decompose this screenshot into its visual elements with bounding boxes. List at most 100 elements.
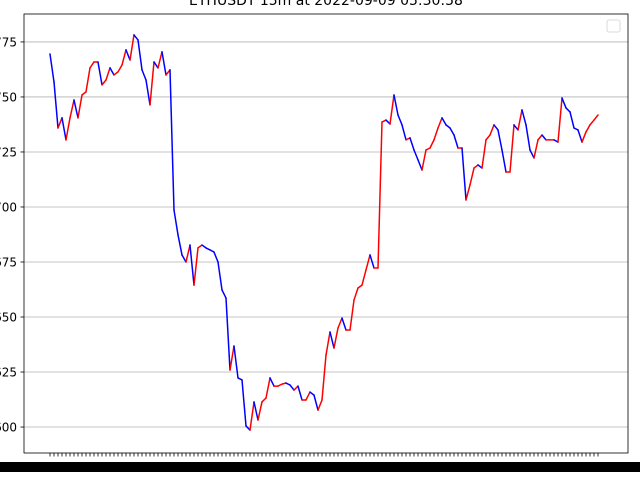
price-segment xyxy=(365,254,371,271)
price-segment xyxy=(441,117,447,126)
price-segment xyxy=(177,234,183,256)
price-segment xyxy=(193,247,199,286)
price-segment xyxy=(101,79,107,86)
price-segment xyxy=(233,345,239,379)
y-tick-label: 1700 xyxy=(0,200,17,214)
price-segment xyxy=(213,251,219,263)
price-segment xyxy=(357,284,363,289)
price-segment xyxy=(413,149,419,161)
y-tick-label: 1750 xyxy=(0,90,17,104)
price-segment xyxy=(153,61,159,69)
price-segment xyxy=(497,129,503,151)
price-segment xyxy=(261,397,267,403)
price-segment xyxy=(353,287,359,301)
price-segment xyxy=(289,384,295,391)
price-segment xyxy=(485,134,491,141)
price-segment xyxy=(389,94,395,125)
y-tick-label: 1675 xyxy=(0,255,17,269)
price-segment xyxy=(409,137,415,151)
price-segment xyxy=(185,244,191,263)
price-segment xyxy=(53,81,59,129)
price-segment xyxy=(65,117,71,141)
y-tick-label: 1775 xyxy=(0,35,17,49)
price-segment xyxy=(293,385,299,391)
price-segment xyxy=(589,119,595,126)
price-segment xyxy=(105,67,111,81)
price-segment xyxy=(541,134,547,141)
price-segment xyxy=(561,97,567,109)
price-segment xyxy=(229,345,235,371)
y-tick-label: 1650 xyxy=(0,311,17,325)
price-segment xyxy=(493,124,499,131)
price-segment xyxy=(197,244,203,249)
price-segment xyxy=(437,117,443,129)
price-segment xyxy=(141,69,147,81)
price-segment xyxy=(57,117,63,129)
price-segment xyxy=(85,67,91,93)
price-segment xyxy=(481,139,487,169)
price-segment xyxy=(593,114,599,121)
price-segment xyxy=(337,317,343,329)
price-segment xyxy=(509,124,515,173)
price-segment xyxy=(169,69,175,211)
price-segment xyxy=(401,124,407,141)
price-segment xyxy=(145,79,151,106)
price-segment xyxy=(133,34,139,41)
price-segment xyxy=(97,61,103,86)
price-segment xyxy=(533,139,539,159)
price-segment xyxy=(77,94,83,119)
price-segment xyxy=(517,109,523,131)
price-segment xyxy=(125,49,131,61)
price-segment xyxy=(577,129,583,143)
price-segment xyxy=(317,399,323,411)
price-segment xyxy=(429,139,435,149)
price-segment xyxy=(265,377,271,399)
price-segment xyxy=(489,124,495,136)
price-segment xyxy=(69,99,75,119)
price-segment xyxy=(313,394,319,411)
price-segment xyxy=(149,61,155,106)
price-segment xyxy=(245,425,251,431)
price-segment xyxy=(453,134,459,149)
price-segment xyxy=(269,377,275,387)
price-segment xyxy=(249,401,255,431)
price-segment xyxy=(325,331,331,356)
price-segment xyxy=(421,149,427,171)
price-segment xyxy=(469,167,475,186)
x-tick-labels-overlap xyxy=(0,462,640,472)
price-segment xyxy=(113,71,119,76)
price-segment xyxy=(201,244,207,249)
price-segment xyxy=(445,124,451,129)
price-segment xyxy=(217,261,223,291)
price-segment xyxy=(361,269,367,286)
price-segment xyxy=(241,379,247,427)
price-segment xyxy=(565,107,571,113)
price-segment xyxy=(253,401,259,421)
price-segment xyxy=(221,289,227,299)
price-segment xyxy=(181,254,187,263)
price-segment xyxy=(433,127,439,141)
price-segment xyxy=(449,127,455,136)
chart-title: ETHUSDT 15m at 2022-09-09 05:30:58 xyxy=(189,0,463,9)
price-segment xyxy=(89,61,95,69)
price-segment xyxy=(121,49,127,66)
price-segment xyxy=(61,117,67,141)
price-segment xyxy=(173,209,179,236)
price-segment xyxy=(537,134,543,141)
price-segment xyxy=(465,184,471,201)
price-segment xyxy=(49,53,55,83)
price-segment xyxy=(297,385,303,401)
price-segment xyxy=(557,97,563,143)
price-segment xyxy=(309,391,315,396)
price-segment xyxy=(157,51,163,69)
price-segment xyxy=(501,149,507,173)
y-tick-label: 1625 xyxy=(0,366,17,380)
price-segment xyxy=(393,94,399,116)
price-segment xyxy=(129,34,135,61)
price-segment xyxy=(569,111,575,129)
price-segment xyxy=(321,354,327,401)
price-segment xyxy=(377,121,383,269)
axes-frame xyxy=(23,13,629,454)
